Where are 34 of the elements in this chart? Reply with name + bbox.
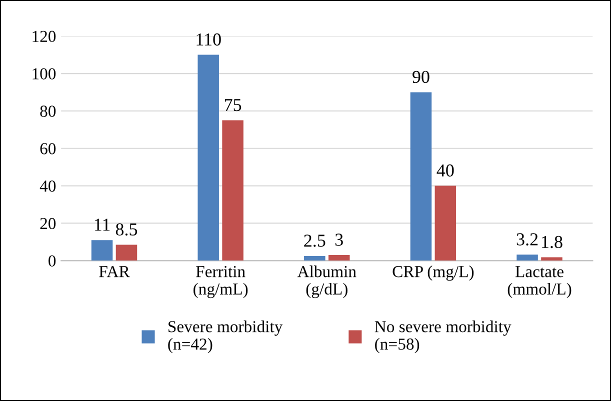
data-label: 90 (412, 70, 430, 84)
data-label: 8.5 (116, 223, 138, 236)
bar (328, 255, 350, 261)
x-tick-label: FAR (99, 266, 130, 278)
x-tick-label: Albumin (g/dL) (297, 266, 356, 298)
bar (516, 254, 538, 261)
data-label: 40 (436, 164, 454, 177)
data-label: 3.2 (516, 233, 538, 246)
bar (434, 186, 456, 261)
bar (198, 54, 219, 261)
bar (304, 256, 326, 261)
bar (410, 92, 432, 261)
y-tick-label: 0 (48, 255, 56, 267)
data-label: 3 (335, 234, 343, 246)
x-tick-label: Lactate (mmol/L) (508, 266, 572, 298)
y-tick-label: 120 (32, 30, 56, 42)
data-label: 1.8 (542, 236, 562, 248)
data-label: 2.5 (304, 234, 326, 247)
bar (222, 120, 244, 261)
y-tick-label: 100 (32, 68, 56, 80)
data-label: 75 (224, 99, 242, 112)
legend-label: No severe morbidity (n=58) (374, 320, 512, 354)
y-tick-label: 60 (40, 143, 56, 154)
bar (91, 240, 113, 261)
y-tick-label: 20 (40, 218, 56, 230)
data-label: 11 (94, 218, 110, 231)
x-tick-label: CRP (mg/L) (392, 266, 474, 281)
legend-label: Severe morbidity (n=42) (168, 320, 283, 354)
bar (116, 244, 138, 261)
data-label: 110 (196, 33, 221, 46)
y-tick-label: 40 (40, 180, 56, 192)
bar (541, 257, 562, 261)
x-tick-label: Ferritin (ng/mL) (194, 266, 248, 298)
y-tick-label: 80 (40, 106, 56, 117)
